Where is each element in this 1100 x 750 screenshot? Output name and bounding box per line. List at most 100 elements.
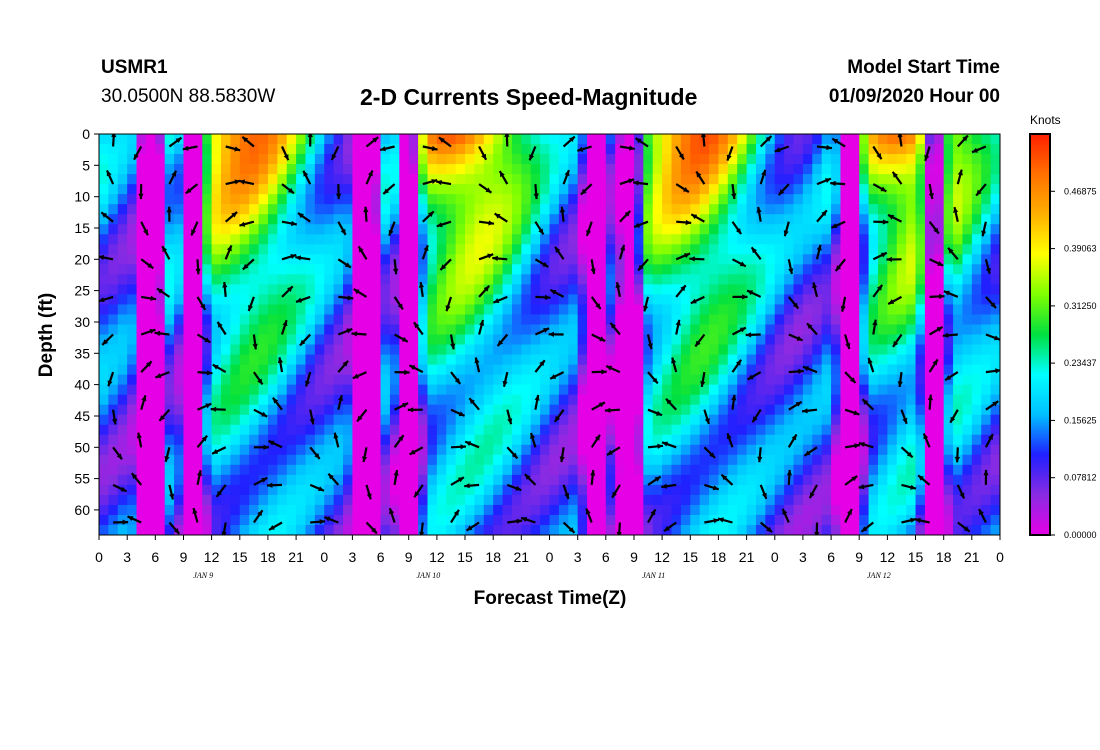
current-vector — [549, 371, 565, 380]
current-vector — [985, 333, 1000, 341]
x-tick-label: 6 — [377, 549, 385, 565]
current-vector — [956, 134, 969, 148]
y-tick-label: 45 — [74, 408, 90, 424]
current-vector — [413, 484, 424, 498]
colorbar-tick-label: 0.00000 — [1064, 530, 1097, 540]
current-vector — [689, 256, 705, 262]
current-vector — [559, 447, 565, 463]
x-tick-label: 6 — [827, 549, 835, 565]
current-vector — [929, 325, 944, 336]
current-vector — [363, 206, 369, 222]
current-vector — [690, 213, 705, 223]
current-vector — [559, 206, 566, 222]
day-label: JAN 12 — [867, 571, 891, 580]
current-vector — [357, 245, 368, 260]
x-tick-label: 21 — [514, 549, 530, 565]
current-vector — [788, 400, 803, 411]
current-vector — [393, 296, 404, 311]
current-vector — [534, 359, 546, 373]
current-vector — [802, 365, 818, 374]
current-vector — [732, 294, 748, 300]
current-vector — [105, 169, 115, 185]
current-vector — [985, 400, 999, 411]
current-vector — [281, 146, 290, 161]
current-vector — [618, 244, 626, 260]
current-vector — [803, 446, 818, 457]
current-vector — [478, 319, 485, 335]
current-vector — [858, 441, 874, 449]
current-vector — [815, 244, 822, 260]
current-vector — [695, 170, 706, 185]
current-vector — [844, 408, 860, 416]
current-vector — [445, 296, 453, 312]
current-vector — [830, 180, 846, 187]
current-vector — [365, 136, 379, 148]
y-axis-label: Depth (ft) — [36, 293, 57, 377]
current-vector — [634, 137, 649, 148]
current-vector — [309, 446, 321, 460]
x-tick-label: 15 — [683, 549, 699, 565]
current-vector — [478, 183, 493, 194]
current-vector — [844, 475, 858, 486]
x-tick-label: 21 — [739, 549, 755, 565]
current-vector — [675, 319, 681, 335]
current-vector — [247, 296, 255, 312]
current-vector — [421, 244, 429, 260]
current-vector — [252, 371, 264, 386]
current-vector — [224, 211, 238, 223]
current-vector — [834, 258, 846, 272]
x-tick-label: 12 — [204, 549, 220, 565]
y-tick-label: 50 — [74, 439, 90, 455]
y-tick-label: 0 — [82, 126, 90, 142]
current-vector — [787, 296, 800, 310]
current-vector — [534, 327, 550, 336]
current-vector — [337, 327, 353, 336]
current-vector — [985, 368, 1000, 374]
current-vector — [981, 221, 987, 237]
current-vector — [422, 179, 438, 186]
current-vector — [619, 210, 632, 223]
current-vector — [801, 408, 818, 414]
station-id: USMR1 — [101, 57, 168, 78]
current-vector — [388, 507, 396, 523]
current-vector — [529, 432, 537, 448]
current-vector — [844, 371, 857, 384]
current-vector — [253, 444, 269, 450]
current-vector — [562, 169, 570, 185]
current-vector — [268, 521, 283, 531]
current-vector — [450, 476, 465, 486]
current-vector — [750, 246, 762, 260]
colorbar-tick-label: 0.39063 — [1064, 244, 1097, 254]
current-vector — [665, 397, 678, 411]
current-vector — [492, 295, 508, 304]
current-vector — [156, 287, 171, 298]
current-vector — [280, 319, 288, 335]
current-vector — [252, 509, 264, 524]
current-vector — [922, 433, 931, 448]
current-vector — [409, 446, 424, 456]
model-start-label: Model Start Time — [847, 57, 1000, 78]
y-tick-label: 30 — [74, 314, 90, 330]
x-tick-label: 9 — [855, 549, 863, 565]
current-vector — [337, 221, 347, 236]
current-vector — [756, 206, 762, 222]
current-vector — [239, 220, 255, 227]
current-vector — [647, 408, 663, 417]
current-vector — [310, 519, 326, 525]
current-vector — [224, 244, 233, 260]
x-tick-label: 18 — [936, 549, 952, 565]
current-vector — [338, 295, 354, 301]
current-vector — [553, 409, 565, 423]
current-vector — [562, 521, 576, 534]
current-vector — [478, 220, 495, 226]
current-vector — [422, 145, 438, 151]
current-vector — [661, 483, 677, 489]
chart-title: 2-D Currents Speed-Magnitude — [360, 84, 698, 110]
current-vector — [528, 146, 537, 161]
x-tick-label: 15 — [457, 549, 473, 565]
current-vector — [107, 371, 115, 387]
current-vector — [365, 169, 374, 185]
current-vector — [407, 407, 423, 413]
y-tick-label: 40 — [74, 377, 90, 393]
